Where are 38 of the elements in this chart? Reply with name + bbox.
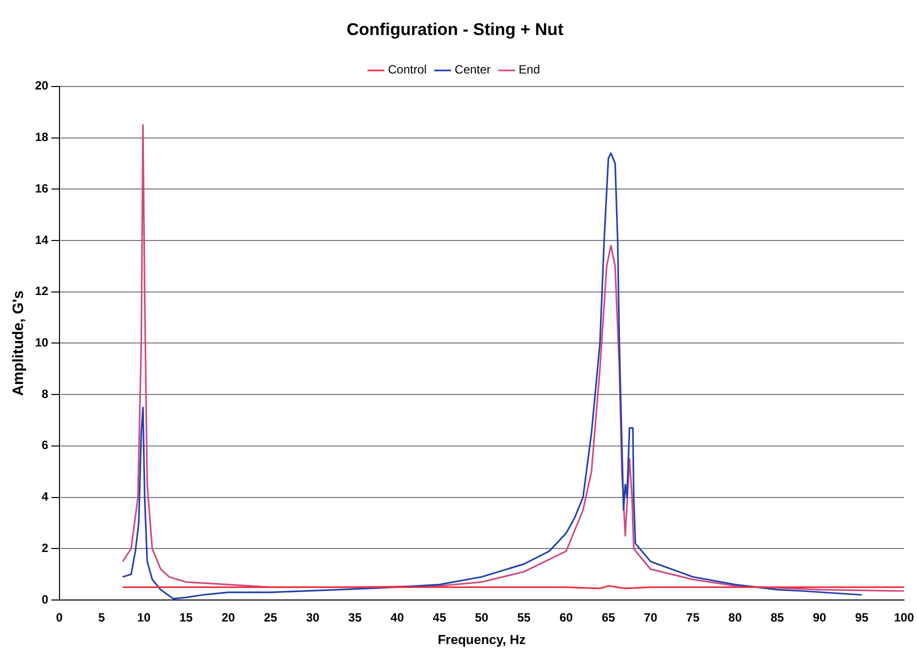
x-tick-label: 70	[644, 610, 658, 625]
x-tick-label: 30	[306, 610, 320, 625]
x-tick-label: 45	[432, 610, 446, 625]
x-tick-label: 0	[56, 610, 64, 625]
x-tick-label: 5	[98, 610, 106, 625]
x-tick-label: 90	[812, 610, 827, 625]
x-tick-label: 25	[264, 610, 278, 625]
x-tick-label: 85	[770, 610, 784, 625]
x-tick-label: 60	[559, 610, 574, 625]
x-tick-label: 100	[894, 610, 914, 625]
x-tick-label: 95	[855, 610, 869, 625]
x-axis-title: Frequency, Hz	[438, 632, 526, 647]
y-tick-label: 14	[34, 232, 49, 247]
y-tick-label: 4	[42, 490, 49, 504]
x-tick-label: 20	[222, 610, 236, 625]
x-tick-label: 15	[179, 610, 194, 625]
y-axis-title: Amplitude, G's	[10, 290, 28, 396]
y-tick-label: 16	[34, 181, 49, 196]
legend-label: End	[518, 62, 540, 77]
legend-label: Center	[454, 62, 491, 77]
y-tick-label: 20	[34, 78, 49, 93]
y-tick-label: 2	[42, 540, 49, 555]
x-tick-label: 50	[474, 610, 489, 625]
x-tick-label: 35	[348, 610, 362, 625]
y-tick-label: 10	[34, 336, 49, 350]
x-tick-label: 80	[728, 610, 742, 625]
y-tick-label: 8	[42, 386, 49, 401]
x-tick-label: 10	[137, 610, 151, 625]
x-tick-label: 40	[390, 610, 404, 625]
chart-title: Configuration - Sting + Nut	[346, 20, 564, 39]
y-tick-label: 18	[34, 130, 49, 144]
y-tick-label: 6	[42, 438, 49, 452]
y-tick-label: 12	[34, 284, 49, 298]
x-tick-label: 55	[517, 610, 531, 625]
x-tick-label: 75	[686, 610, 700, 625]
x-tick-label: 65	[602, 610, 616, 625]
y-tick-label: 0	[42, 592, 49, 606]
legend-label: Control	[388, 62, 427, 77]
